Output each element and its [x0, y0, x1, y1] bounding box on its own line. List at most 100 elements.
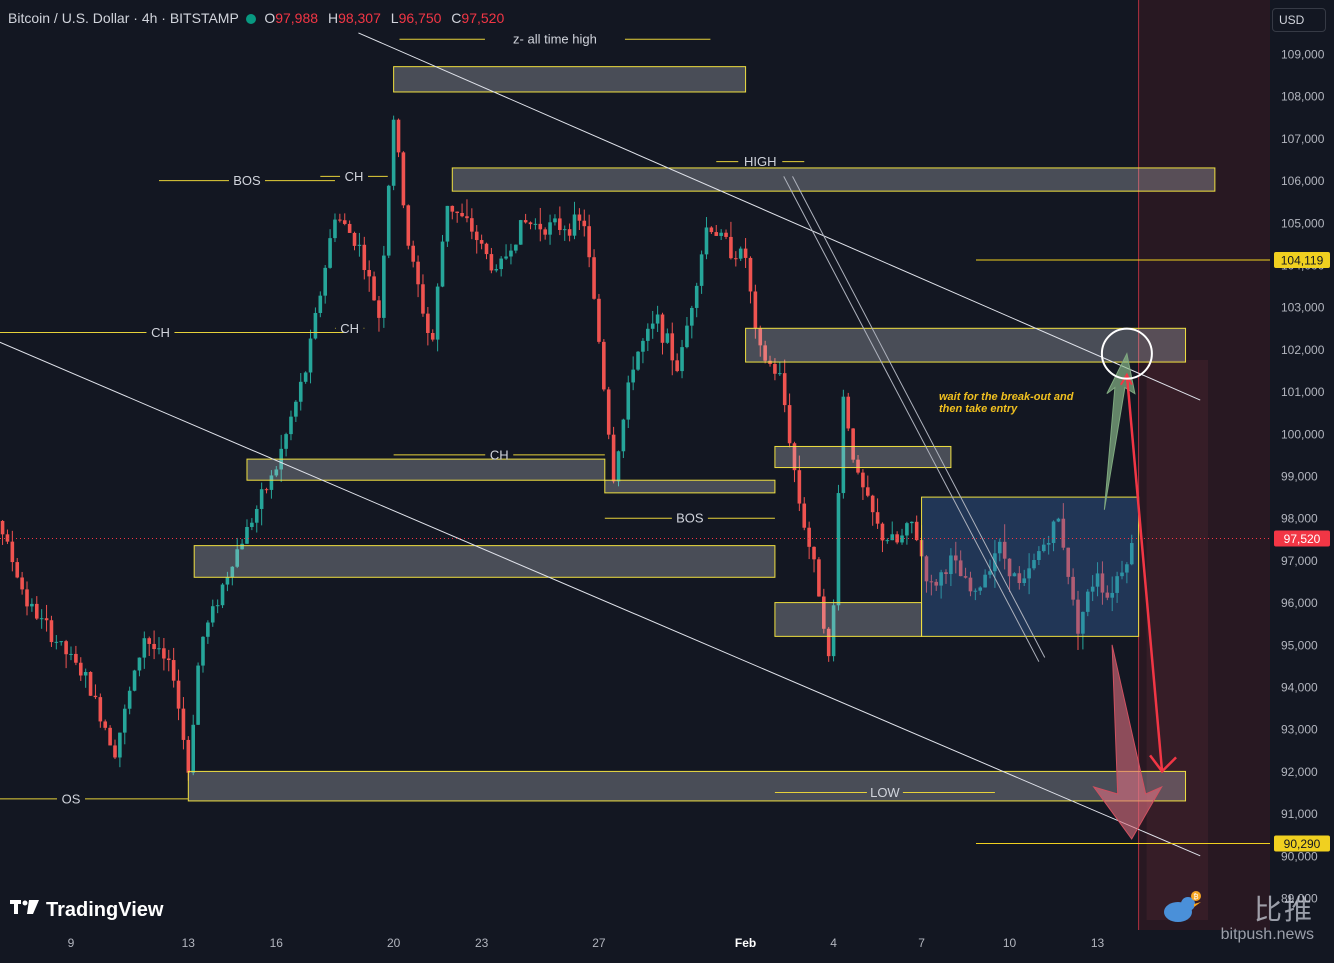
candle-body [25, 589, 29, 607]
candle-body [909, 521, 914, 524]
high-value: 98,307 [338, 10, 381, 26]
candle-body [606, 389, 611, 435]
price-axis-tick: 107,000 [1281, 132, 1325, 146]
candle-body [88, 671, 93, 696]
candle-up [210, 599, 215, 627]
candle-down [470, 208, 474, 240]
candle-down [963, 567, 968, 579]
candle-body [196, 665, 200, 725]
candle-body [78, 662, 83, 676]
candle-up [572, 201, 577, 240]
candle-up [885, 538, 890, 544]
candle-down [426, 307, 430, 346]
candle-down [865, 475, 870, 498]
candle-body [958, 560, 963, 577]
candle-body [274, 469, 279, 476]
candle-up [1110, 576, 1115, 612]
candle-body [377, 300, 381, 318]
candle-up [440, 234, 445, 288]
candle-up [303, 371, 308, 384]
candle-up [949, 548, 953, 587]
candle-down [822, 588, 826, 634]
candle-down [856, 454, 860, 475]
price-axis-tick: 108,000 [1281, 90, 1325, 104]
candle-down [606, 386, 611, 440]
candle-body [474, 231, 479, 241]
candle-up [650, 310, 655, 339]
candle-up [900, 528, 904, 545]
candle-body [934, 581, 939, 586]
supply-demand-zone [774, 445, 952, 469]
candle-down [93, 684, 98, 700]
supply-demand-zone [451, 167, 1216, 192]
candle-body [357, 244, 362, 246]
candle-body [122, 708, 127, 733]
candle-body [455, 211, 459, 213]
candle-body [597, 298, 601, 342]
candle-down [782, 359, 787, 413]
structure-label: CH [340, 321, 359, 336]
candle-body [865, 487, 870, 496]
candle-body [15, 562, 20, 578]
candle-up [997, 538, 1002, 562]
candle-body [831, 605, 836, 657]
candle-body [470, 218, 474, 232]
close-label: C [451, 10, 462, 26]
candle-body [220, 584, 225, 606]
candle-body [1027, 568, 1031, 579]
candle-up [269, 470, 274, 499]
trendline [0, 341, 1201, 857]
tradingview-logo[interactable]: TradingView [10, 898, 163, 922]
candle-down [870, 494, 875, 526]
symbol-title[interactable]: Bitcoin / U.S. Dollar · 4h · BITSTAMP [8, 10, 239, 26]
candle-down [74, 645, 78, 666]
candle-down [826, 627, 831, 662]
currency-button[interactable]: USD [1272, 8, 1326, 32]
candle-down [450, 205, 455, 220]
candle-up [122, 704, 127, 745]
candle-down [1017, 566, 1022, 590]
candle-down [817, 557, 821, 597]
candle-body [680, 347, 684, 372]
price-axis-tick: 99,000 [1281, 470, 1318, 484]
candle-body [338, 219, 342, 221]
candle-down [743, 238, 748, 268]
candle-body [127, 690, 132, 709]
candle-down [1002, 524, 1007, 570]
candle-up [553, 214, 557, 226]
candle-body [166, 658, 171, 661]
candle-down [953, 541, 958, 574]
candle-body [729, 236, 733, 259]
candle-up [704, 217, 709, 260]
candle-down [787, 393, 792, 448]
supply-demand-zone [193, 545, 776, 578]
time-axis-tick: 13 [1091, 936, 1105, 950]
svg-text:₿: ₿ [1193, 893, 1198, 901]
candle-down [523, 213, 528, 224]
candle-body [738, 248, 743, 259]
candle-body [650, 323, 655, 329]
candle-body [626, 382, 631, 420]
structure-label: CH [490, 447, 509, 462]
candle-up [308, 329, 313, 384]
candle-up [1041, 538, 1046, 553]
price-axis-tick: 98,000 [1281, 512, 1318, 526]
candle-up [1125, 562, 1129, 584]
candle-down [934, 579, 939, 591]
candle-down [807, 521, 811, 560]
candle-body [885, 540, 890, 542]
candle-body [523, 220, 528, 223]
candle-down [597, 293, 601, 344]
candle-body [1100, 573, 1105, 593]
candle-down [372, 271, 376, 301]
candle-down [538, 207, 543, 242]
price-tag-label: 90,290 [1284, 837, 1321, 851]
candle-down [421, 274, 425, 317]
candle-up [220, 583, 225, 609]
candle-up [225, 571, 230, 592]
candle-down [861, 469, 865, 500]
candle-up [973, 588, 978, 601]
candle-body [558, 218, 562, 230]
